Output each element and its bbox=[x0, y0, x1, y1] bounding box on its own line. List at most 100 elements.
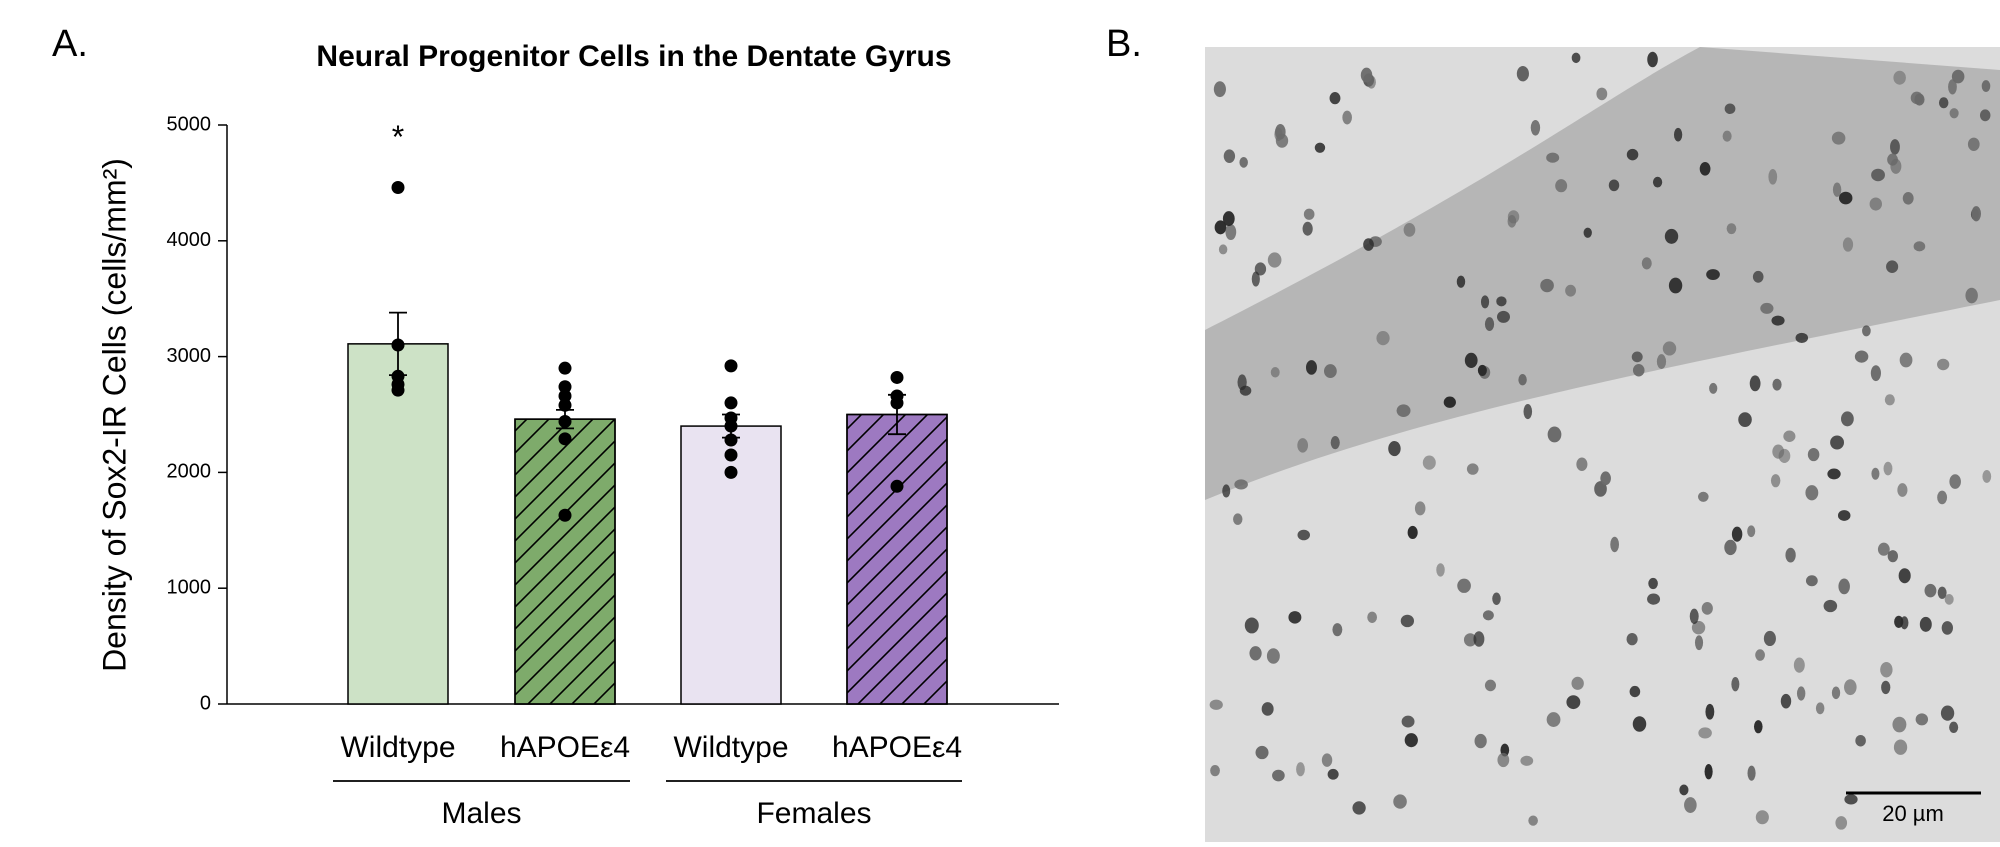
nucleus bbox=[1297, 438, 1309, 453]
nucleus bbox=[1831, 131, 1846, 145]
nucleus bbox=[1884, 394, 1895, 406]
nucleus bbox=[1902, 191, 1914, 205]
nucleus bbox=[1706, 269, 1720, 281]
nucleus bbox=[1772, 444, 1785, 459]
nucleus bbox=[1523, 404, 1533, 420]
nucleus bbox=[1747, 765, 1756, 781]
nucleus bbox=[1367, 611, 1378, 623]
nucleus bbox=[1924, 583, 1937, 598]
nucleus bbox=[1697, 491, 1709, 502]
nucleus bbox=[1827, 468, 1841, 480]
nucleus bbox=[1842, 237, 1854, 252]
nucleus bbox=[1951, 69, 1965, 84]
nucleus bbox=[1297, 529, 1310, 541]
nucleus bbox=[1898, 568, 1911, 584]
nucleus bbox=[1608, 179, 1620, 192]
nucleus bbox=[1436, 563, 1445, 577]
nucleus bbox=[1363, 238, 1374, 251]
nucleus bbox=[1267, 252, 1282, 268]
nucleus bbox=[1484, 679, 1497, 692]
nucleus bbox=[1457, 578, 1471, 593]
data-point bbox=[558, 380, 572, 394]
nucleus bbox=[1303, 208, 1315, 220]
nucleus bbox=[1497, 752, 1510, 768]
nucleus bbox=[1949, 721, 1959, 733]
nucleus bbox=[1662, 341, 1677, 356]
nucleus bbox=[1641, 257, 1652, 270]
nucleus bbox=[1647, 51, 1658, 68]
nucleus bbox=[1760, 302, 1774, 314]
nucleus bbox=[1571, 676, 1584, 690]
nucleus bbox=[1881, 680, 1891, 695]
nucleus bbox=[1528, 815, 1538, 826]
nucleus bbox=[1883, 461, 1893, 476]
nucleus bbox=[1302, 221, 1313, 236]
nucleus bbox=[1352, 801, 1366, 815]
data-point bbox=[558, 508, 572, 522]
nucleus bbox=[1893, 739, 1908, 755]
nucleus bbox=[1547, 426, 1562, 443]
nucleus bbox=[1981, 80, 1991, 92]
nucleus bbox=[1530, 120, 1541, 136]
nucleus bbox=[1971, 206, 1981, 222]
nucleus bbox=[1222, 484, 1231, 498]
nucleus bbox=[1893, 70, 1906, 85]
nucleus bbox=[1376, 330, 1390, 346]
nucleus bbox=[1684, 797, 1697, 813]
nucleus bbox=[1722, 130, 1732, 142]
nucleus bbox=[1266, 648, 1280, 664]
granule-layer bbox=[1205, 47, 2000, 500]
data-point bbox=[558, 389, 572, 403]
nucleus bbox=[1937, 490, 1948, 505]
nucleus bbox=[1664, 228, 1679, 244]
nucleus bbox=[1496, 296, 1507, 307]
nucleus bbox=[1233, 513, 1243, 525]
nucleus bbox=[1403, 222, 1416, 237]
nucleus bbox=[1629, 685, 1641, 698]
nucleus bbox=[1518, 374, 1527, 386]
nucleus bbox=[1255, 745, 1269, 760]
nucleus bbox=[1805, 485, 1819, 501]
nucleus bbox=[1890, 139, 1900, 155]
nucleus bbox=[1576, 457, 1588, 472]
nucleus bbox=[1900, 616, 1909, 630]
data-point bbox=[391, 383, 405, 397]
nucleus bbox=[1749, 375, 1761, 392]
nucleus bbox=[1321, 753, 1333, 767]
chart-title: Neural Progenitor Cells in the Dentate G… bbox=[316, 40, 951, 73]
nucleus bbox=[1944, 594, 1954, 605]
group-label: Males bbox=[441, 797, 521, 830]
nucleus bbox=[1540, 278, 1554, 293]
nucleus bbox=[1871, 467, 1880, 480]
nucleus bbox=[1314, 142, 1326, 153]
nucleus bbox=[1949, 474, 1961, 489]
nucleus bbox=[1244, 617, 1259, 634]
data-point bbox=[890, 479, 904, 493]
nucleus bbox=[1763, 630, 1776, 647]
nucleus bbox=[1272, 769, 1285, 782]
nucleus bbox=[1979, 109, 1991, 122]
nucleus bbox=[1771, 315, 1785, 326]
nucleus bbox=[1270, 367, 1280, 378]
nucleus bbox=[1880, 661, 1893, 678]
x-tick-label: hAPOEε4 bbox=[500, 731, 630, 764]
x-tick-label: Wildtype bbox=[340, 731, 455, 764]
nucleus bbox=[1752, 270, 1764, 283]
micrograph bbox=[1205, 47, 2000, 842]
nucleus bbox=[1466, 463, 1479, 475]
nucleus bbox=[1871, 168, 1885, 182]
nucleus bbox=[1239, 385, 1252, 396]
data-point bbox=[724, 419, 738, 433]
data-point bbox=[724, 359, 738, 373]
nucleus bbox=[1407, 525, 1418, 540]
nucleus bbox=[1673, 127, 1683, 142]
nucleus bbox=[1626, 632, 1638, 646]
nucleus bbox=[1401, 715, 1415, 728]
nucleus bbox=[1626, 148, 1639, 161]
panel-label: A. bbox=[52, 23, 88, 65]
y-tick-label: 5000 bbox=[167, 113, 212, 135]
nucleus bbox=[1877, 542, 1890, 556]
nucleus bbox=[1324, 364, 1337, 379]
nucleus bbox=[1492, 592, 1501, 606]
